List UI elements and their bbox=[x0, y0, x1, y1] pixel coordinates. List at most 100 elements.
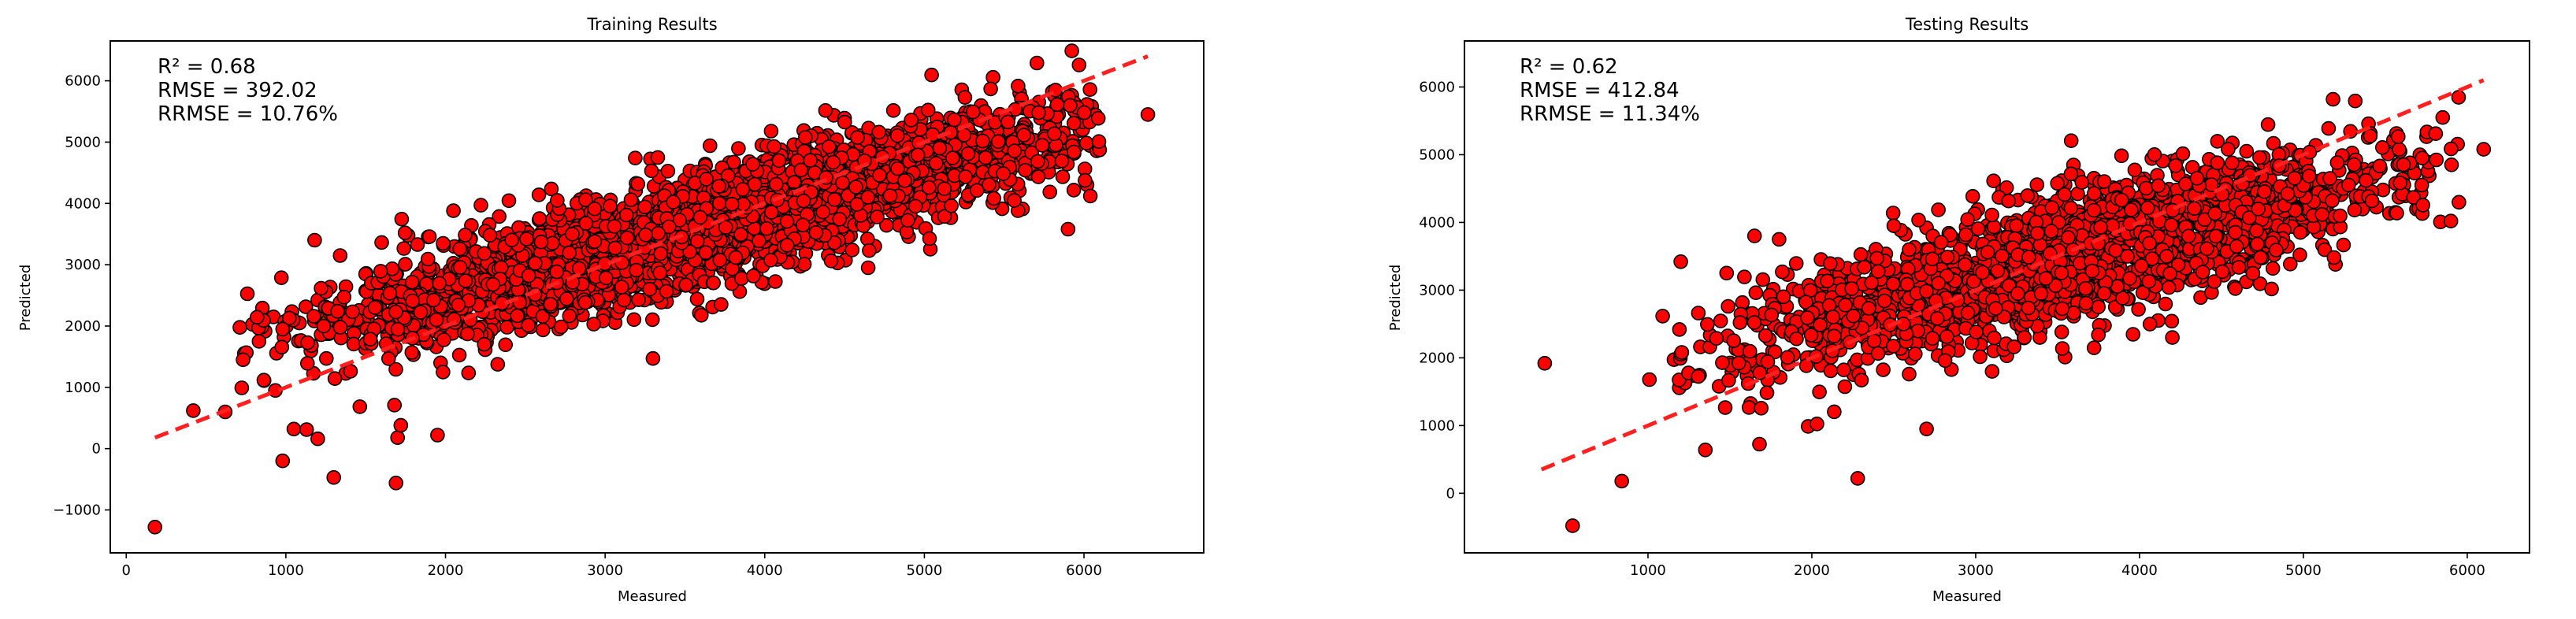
data-point bbox=[1720, 298, 1736, 314]
data-point bbox=[2391, 129, 2406, 144]
data-point bbox=[1726, 333, 1742, 349]
data-point bbox=[397, 225, 413, 241]
y-tick-label: 0 bbox=[92, 441, 101, 458]
data-point bbox=[446, 203, 461, 218]
plot-area bbox=[147, 43, 1156, 535]
data-point bbox=[619, 230, 635, 246]
data-point bbox=[1758, 328, 1773, 343]
data-point bbox=[607, 219, 622, 234]
data-point bbox=[920, 102, 936, 118]
data-point bbox=[885, 103, 901, 118]
data-point bbox=[1066, 183, 1082, 198]
data-point bbox=[2257, 184, 2272, 199]
data-point bbox=[660, 164, 676, 179]
data-point bbox=[947, 112, 962, 128]
data-point bbox=[236, 352, 251, 368]
data-point bbox=[1030, 169, 1046, 184]
data-point bbox=[630, 176, 646, 191]
data-point bbox=[693, 307, 709, 323]
data-point bbox=[2044, 200, 2060, 216]
data-point bbox=[752, 233, 766, 249]
data-point bbox=[1823, 256, 1838, 272]
data-point bbox=[281, 310, 297, 326]
data-point bbox=[1969, 324, 1984, 339]
data-point bbox=[1071, 57, 1087, 72]
data-point bbox=[659, 284, 674, 299]
data-point bbox=[2406, 190, 2422, 205]
data-point bbox=[2017, 330, 2032, 345]
data-point bbox=[2091, 299, 2106, 315]
data-point bbox=[300, 335, 315, 350]
data-point bbox=[957, 90, 973, 105]
x-axis-label: Measured bbox=[618, 588, 687, 605]
data-point bbox=[367, 300, 383, 315]
data-point bbox=[587, 201, 603, 217]
data-point bbox=[2415, 150, 2430, 165]
data-point bbox=[862, 243, 877, 258]
data-point bbox=[848, 180, 863, 195]
training-results-plot: Training Results Measured Predicted 0 100… bbox=[17, 15, 1204, 605]
data-point bbox=[477, 336, 492, 352]
data-point bbox=[975, 133, 990, 149]
data-point bbox=[932, 140, 948, 156]
data-point bbox=[452, 241, 468, 257]
data-point bbox=[837, 114, 852, 130]
data-point bbox=[1077, 105, 1092, 120]
data-point bbox=[808, 224, 824, 240]
data-point bbox=[382, 285, 398, 301]
data-point bbox=[510, 308, 525, 324]
x-tick-label: 2000 bbox=[428, 562, 464, 579]
data-point bbox=[1876, 362, 1891, 377]
data-point bbox=[2161, 280, 2177, 295]
data-point bbox=[396, 241, 412, 256]
data-point bbox=[2170, 257, 2186, 272]
data-point bbox=[273, 270, 289, 286]
data-point bbox=[251, 334, 267, 349]
data-point bbox=[1034, 138, 1050, 153]
data-point bbox=[644, 163, 659, 179]
data-point bbox=[849, 197, 865, 212]
data-point bbox=[390, 321, 406, 337]
data-point bbox=[550, 193, 565, 208]
data-point bbox=[345, 304, 360, 320]
data-point bbox=[559, 291, 574, 306]
data-point bbox=[2269, 243, 2284, 258]
data-point bbox=[922, 180, 937, 195]
data-point bbox=[2265, 261, 2281, 276]
data-point bbox=[815, 204, 831, 220]
data-point bbox=[890, 161, 905, 176]
testing-results-plot: Testing Results Measured Predicted 1000 2… bbox=[1387, 15, 2530, 605]
data-point bbox=[2348, 93, 2363, 109]
testing-results-chart: Testing Results Measured Predicted 1000 2… bbox=[1367, 0, 2576, 619]
data-point bbox=[492, 209, 507, 224]
data-point bbox=[549, 264, 565, 280]
data-point bbox=[2125, 327, 2141, 342]
data-point bbox=[1827, 328, 1842, 344]
data-point bbox=[2325, 91, 2340, 107]
data-point bbox=[519, 232, 534, 246]
data-point bbox=[2158, 296, 2173, 312]
data-point bbox=[2359, 172, 2374, 188]
data-point bbox=[346, 336, 362, 352]
data-point bbox=[1825, 310, 1841, 324]
data-point bbox=[2321, 120, 2337, 136]
data-point bbox=[2428, 126, 2444, 141]
data-point bbox=[1960, 212, 1976, 228]
data-point bbox=[1042, 184, 1057, 200]
data-point bbox=[421, 229, 437, 244]
data-point bbox=[2127, 162, 2143, 178]
r-squared-stat: R² = 0.68 bbox=[158, 55, 256, 79]
data-point bbox=[1737, 269, 1752, 285]
data-point bbox=[1055, 169, 1071, 184]
data-point bbox=[795, 217, 811, 233]
chart-title: Testing Results bbox=[1905, 15, 2029, 34]
data-point bbox=[879, 217, 894, 233]
data-point bbox=[232, 320, 247, 335]
data-point bbox=[306, 309, 321, 324]
data-point bbox=[343, 364, 358, 379]
identity-line bbox=[154, 54, 1149, 439]
y-tick-label: −1000 bbox=[53, 502, 101, 519]
data-point bbox=[910, 147, 926, 163]
data-point bbox=[458, 228, 473, 243]
data-point bbox=[2020, 188, 2036, 203]
